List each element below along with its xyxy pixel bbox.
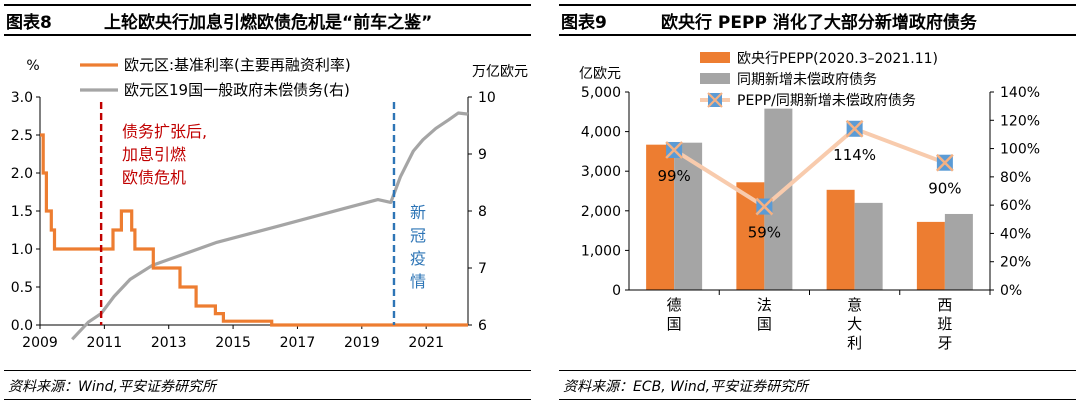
x-tick-label: 2019 — [344, 335, 380, 351]
right-tick-label: 10 — [478, 90, 496, 106]
category-label-char: 国 — [757, 315, 772, 333]
chart-panel-left: 图表8 上轮欧央行加息引燃欧债危机是“前车之鉴” % 万亿欧元 0.0 0.5 1.0 1… — [0, 0, 535, 410]
left-tick-label: 0 — [612, 283, 621, 299]
left-tick-label: 1.0 — [11, 242, 33, 258]
blue-annotation-char: 情 — [410, 272, 426, 291]
left-figure-number: 图表8 — [6, 13, 52, 33]
blue-annotation-char: 疫 — [410, 249, 426, 268]
debt-bar — [674, 142, 703, 290]
left-source-text: 资料来源：Wind,平安证券研究所 — [8, 379, 216, 395]
chart-panel-right: 图表9 欧央行 PEPP 消化了大部分新增政府债务 亿欧元 0 1,000 2,000… — [555, 0, 1080, 410]
x-tick-label: 2015 — [215, 335, 251, 351]
blue-annotation-char: 新 — [410, 203, 426, 222]
legend-debt-label: 欧元区19国一般政府未偿债务(右) — [124, 81, 350, 99]
legend-pepp-swatch — [700, 52, 730, 63]
x-tick-label: 2011 — [87, 335, 123, 351]
left-tick-label: 3.0 — [11, 90, 33, 106]
category-label-char: 西 — [937, 296, 952, 314]
x-tick-label: 2013 — [151, 335, 187, 351]
debt-series-line — [71, 111, 469, 341]
legend-ratio-label: PEPP/同期新增未偿政府债务 — [737, 93, 916, 109]
right-tick-label: 40% — [1000, 226, 1031, 242]
left-line-chart: % 万亿欧元 0.0 0.5 1.0 1.5 2.0 2.5 3.0 6 7 8 9 10 2009 2011… — [11, 56, 528, 351]
red-annotation-line: 加息引燃 — [122, 145, 186, 164]
left-tick-label: 0.5 — [11, 280, 33, 296]
left-figure-title: 上轮欧央行加息引燃欧债危机是“前车之鉴” — [104, 13, 433, 33]
ratio-marker-cross — [665, 141, 684, 159]
legend-debt-swatch — [700, 73, 730, 84]
left-source-bar: 资料来源：Wind,平安证券研究所 — [4, 370, 531, 400]
category-label-char: 意 — [847, 296, 862, 314]
right-tick-label: 8 — [478, 204, 487, 220]
x-tick-label: 2009 — [22, 335, 58, 351]
legend-ratio-marker-cross — [707, 92, 723, 108]
category-label-char: 大 — [847, 315, 862, 333]
right-tick-label: 7 — [478, 261, 487, 277]
left-axis-unit: 亿欧元 — [579, 66, 621, 82]
left-tick-label: 2.0 — [11, 166, 33, 182]
left-tick-label: 1.5 — [11, 204, 33, 220]
ratio-data-label: 59% — [748, 224, 781, 242]
right-title-bar: 图表9 欧央行 PEPP 消化了大部分新增政府债务 — [559, 4, 1076, 36]
right-tick-label: 20% — [1000, 255, 1031, 271]
ratio-marker-cross — [845, 119, 864, 138]
category-label-char: 班 — [937, 315, 952, 333]
category-label-char: 国 — [667, 315, 682, 333]
right-tick-label: 9 — [478, 147, 487, 163]
pepp-bar — [916, 221, 945, 290]
debt-bar — [944, 213, 973, 290]
ratio-data-label: 114% — [833, 146, 876, 164]
rate-series-line — [40, 133, 468, 327]
right-bar-chart: 亿欧元 0 1,000 2,000 3,000 4,000 5,000 0% 20% 40% 60%… — [579, 51, 1040, 352]
pepp-bar — [826, 189, 855, 290]
right-figure-number: 图表9 — [561, 13, 607, 33]
left-tick-label: 1,000 — [581, 243, 621, 259]
right-tick-label: 6 — [478, 318, 487, 334]
right-tick-label: 120% — [1000, 113, 1040, 129]
ratio-data-label: 90% — [928, 180, 961, 198]
right-source-bar: 资料来源：ECB, Wind,平安证券研究所 — [559, 370, 1076, 400]
right-tick-label: 100% — [1000, 142, 1040, 158]
ratio-data-label: 99% — [657, 167, 690, 185]
category-label-char: 利 — [847, 334, 862, 352]
left-tick-label: 0.0 — [11, 318, 33, 334]
ratio-marker-cross — [935, 153, 954, 172]
ratio-marker-cross — [755, 197, 774, 216]
left-tick-label: 5,000 — [581, 85, 621, 101]
category-label-char: 牙 — [937, 334, 952, 352]
left-title-bar: 图表8 上轮欧央行加息引燃欧债危机是“前车之鉴” — [4, 4, 531, 36]
category-label-char: 法 — [757, 296, 772, 314]
x-tick-label: 2021 — [408, 335, 444, 351]
legend-debt-label: 同期新增未偿政府债务 — [737, 72, 877, 88]
left-tick-label: 3,000 — [581, 164, 621, 180]
right-tick-label: 0% — [1000, 283, 1022, 299]
legend-rate-label: 欧元区:基准利率(主要再融资利率) — [124, 56, 351, 74]
right-axis-unit: 万亿欧元 — [472, 64, 528, 80]
ratio-series-line — [673, 126, 946, 210]
legend-pepp-label: 欧央行PEPP(2020.3–2021.11) — [737, 51, 938, 67]
right-figure-title: 欧央行 PEPP 消化了大部分新增政府债务 — [661, 13, 977, 33]
pepp-bar — [646, 144, 675, 290]
left-tick-label: 2.5 — [11, 128, 33, 144]
left-tick-label: 2,000 — [581, 204, 621, 220]
red-annotation-line: 债务扩张后, — [122, 122, 207, 141]
category-label-char: 德 — [667, 296, 682, 314]
debt-bar — [854, 202, 883, 290]
right-source-text: 资料来源：ECB, Wind,平安证券研究所 — [563, 379, 809, 395]
right-tick-label: 80% — [1000, 170, 1031, 186]
x-tick-label: 2017 — [280, 335, 316, 351]
blue-annotation-char: 冠 — [410, 226, 426, 245]
left-axis-unit: % — [26, 58, 39, 74]
red-annotation-line: 欧债危机 — [122, 168, 186, 187]
right-tick-label: 60% — [1000, 198, 1031, 214]
right-tick-label: 140% — [1000, 85, 1040, 101]
left-tick-label: 4,000 — [581, 125, 621, 141]
